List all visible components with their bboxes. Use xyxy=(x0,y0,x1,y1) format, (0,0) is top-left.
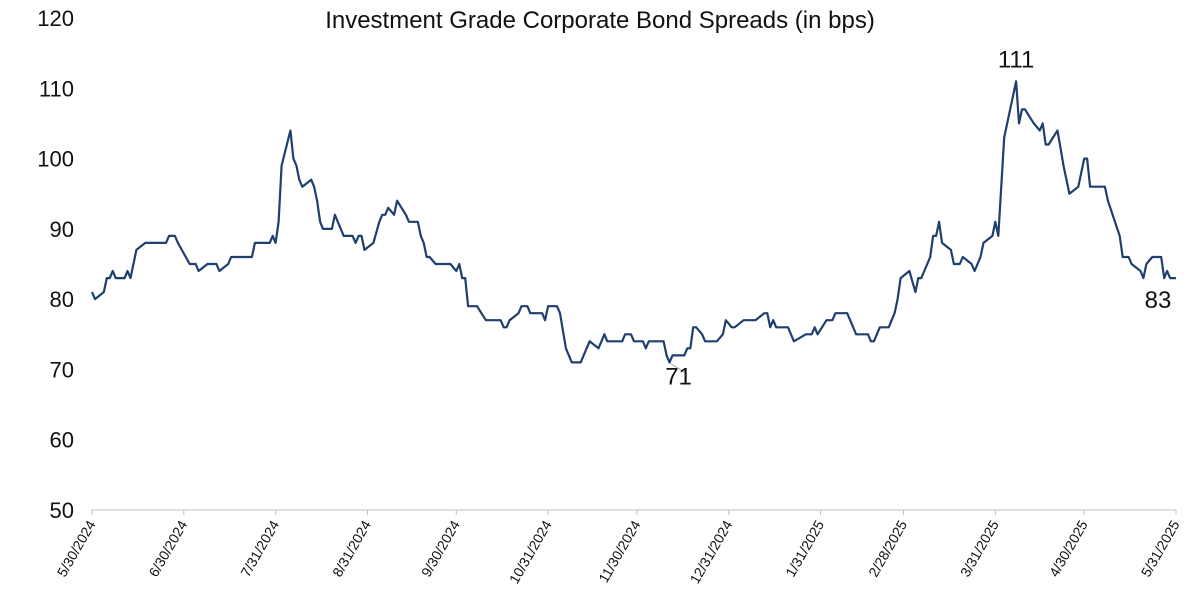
y-tick-label: 120 xyxy=(37,6,74,31)
series-line xyxy=(90,80,1176,364)
y-axis: 50 60 70 80 90 100 110 120 xyxy=(37,6,74,523)
y-tick-label: 50 xyxy=(50,498,74,523)
annotations: 111 71 83 xyxy=(665,46,1171,390)
x-tick-label: 1/31/2025 xyxy=(782,517,827,579)
y-tick-label: 70 xyxy=(50,357,74,382)
y-tick-label: 90 xyxy=(50,217,74,242)
x-tick-label: 9/30/2024 xyxy=(418,517,463,579)
y-tick-label: 110 xyxy=(39,76,74,101)
x-tick-label: 11/30/2024 xyxy=(595,517,643,585)
x-tick-label: 5/30/2024 xyxy=(54,517,99,579)
x-tick-label: 7/31/2024 xyxy=(237,517,282,579)
x-tick-label: 12/31/2024 xyxy=(686,517,735,586)
y-tick-label: 100 xyxy=(37,147,74,172)
x-tick-label: 5/31/2025 xyxy=(1138,517,1183,579)
y-tick-label: 80 xyxy=(50,287,74,312)
x-axis: 5/30/2024 6/30/2024 7/31/2024 8/31/2024 9/30… xyxy=(54,509,1183,586)
x-tick-label: 4/30/2025 xyxy=(1046,517,1091,579)
x-tick-label: 3/31/2025 xyxy=(957,517,1002,579)
x-tick-label: 10/31/2024 xyxy=(506,517,555,586)
data-label: 83 xyxy=(1145,287,1172,314)
x-tick-label: 8/31/2024 xyxy=(329,517,374,579)
x-tick-label: 6/30/2024 xyxy=(145,517,190,579)
x-tick-label: 2/28/2025 xyxy=(865,517,910,579)
data-label: 111 xyxy=(998,46,1034,73)
data-label: 71 xyxy=(665,363,692,390)
y-tick-label: 60 xyxy=(50,428,74,453)
chart-title: Investment Grade Corporate Bond Spreads … xyxy=(325,7,875,34)
annotation-leader-line xyxy=(670,362,685,373)
